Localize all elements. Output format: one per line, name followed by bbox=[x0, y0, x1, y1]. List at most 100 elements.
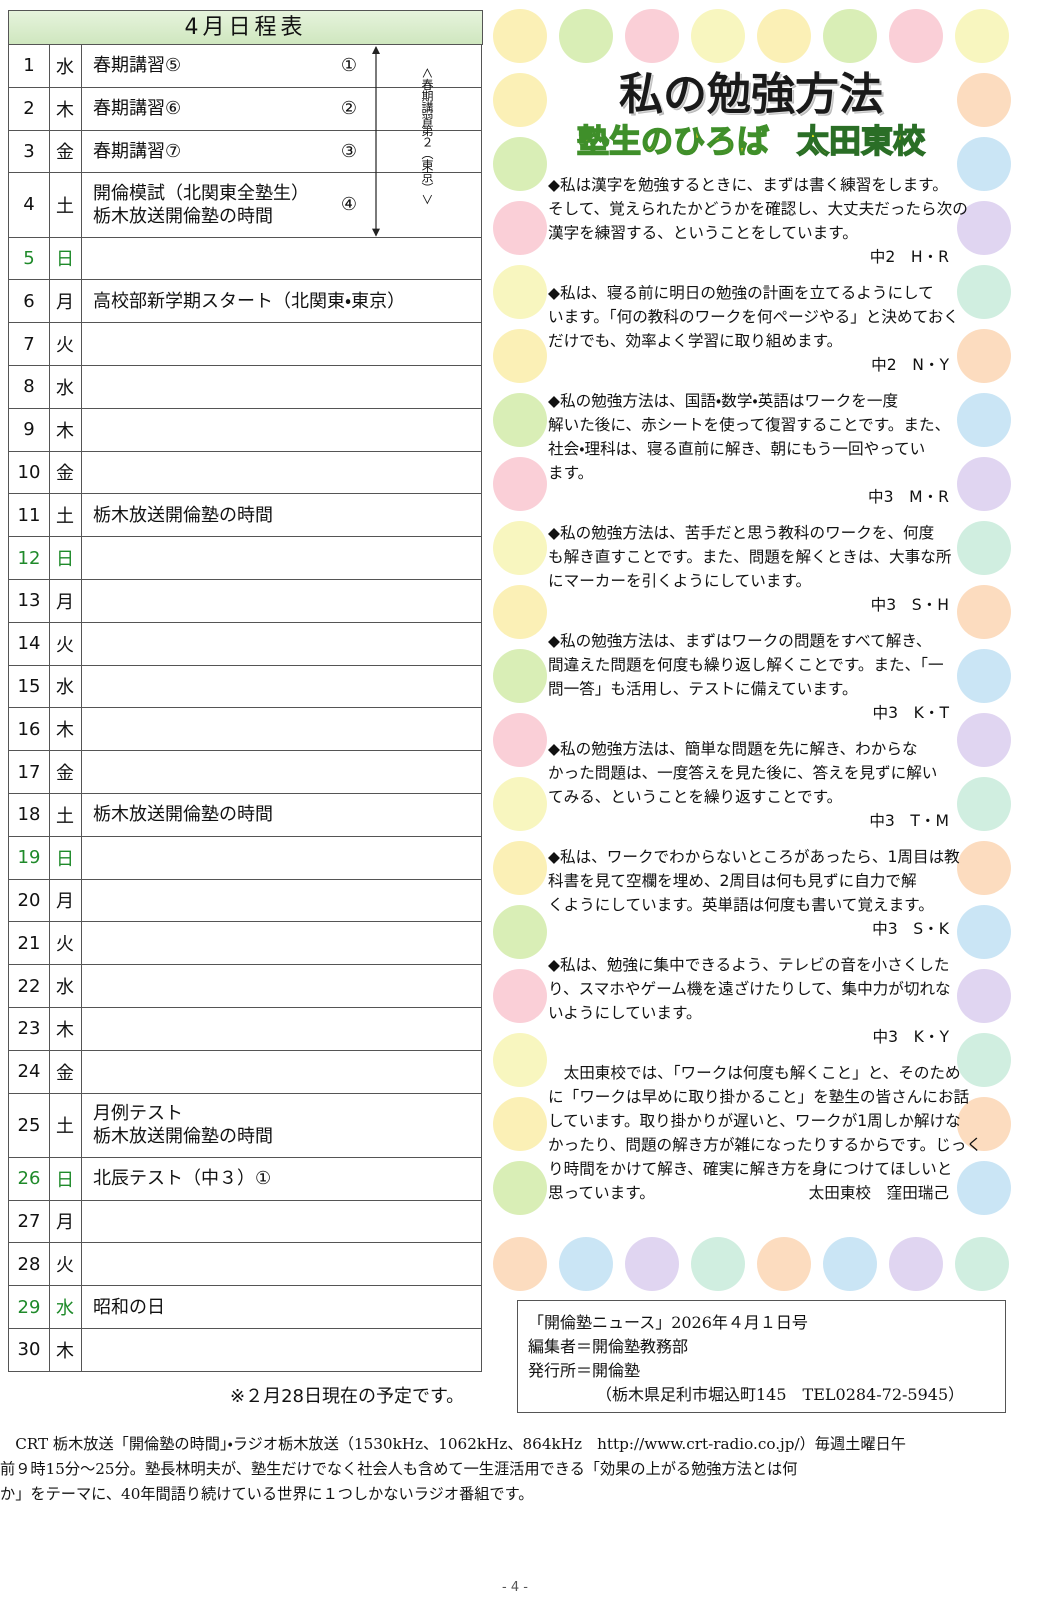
session-mark: ③ bbox=[340, 140, 358, 162]
colophon-line: 「開倫塾ニュース」2026年４月１日号 bbox=[528, 1313, 808, 1332]
entry-author: 中3 S・K bbox=[872, 920, 949, 938]
event: 開倫模試（北関東全塾生） bbox=[93, 182, 309, 204]
entry: ◆私の勉強方法は、苦手だと思う教科のワークを、何度 も解き直すことです。また、問題… bbox=[548, 521, 953, 617]
schedule-row: 26 日北辰テスト（中３）① bbox=[8, 1157, 482, 1201]
entry-line: ◆私の勉強方法は、簡単な問題を先に解き、わからな bbox=[548, 740, 918, 758]
deco-circle bbox=[493, 713, 547, 767]
schedule-row: 29 水昭和の日 bbox=[8, 1286, 482, 1329]
entry-author: 中2 H・R bbox=[869, 248, 949, 266]
deco-circle bbox=[957, 649, 1011, 703]
deco-circle bbox=[957, 713, 1011, 767]
deco-circle bbox=[957, 521, 1011, 575]
weekday: 火 bbox=[49, 622, 82, 665]
weekday: 土 bbox=[49, 494, 82, 537]
schedule-row: 12 日 bbox=[8, 537, 482, 580]
date: 23 bbox=[9, 1008, 50, 1050]
weekday: 水 bbox=[49, 665, 82, 708]
date: 1 bbox=[9, 45, 50, 87]
deco-circle bbox=[493, 9, 547, 63]
closing-line: に「ワークは早めに取り掛かること」を塾生の皆さんにお話 bbox=[548, 1088, 970, 1106]
entry-line: ◆私は、勉強に集中できるよう、テレビの音を小さくした bbox=[548, 956, 950, 974]
weekday: 火 bbox=[49, 1243, 82, 1286]
deco-circle bbox=[493, 585, 547, 639]
deco-circle bbox=[625, 1237, 679, 1291]
weekday: 月 bbox=[49, 879, 82, 922]
weekday: 水 bbox=[49, 45, 82, 87]
entry-line: ます。 bbox=[548, 464, 594, 482]
entry-author: 中3 M・R bbox=[868, 488, 949, 506]
date: 30 bbox=[9, 1329, 50, 1371]
entry-line: ◆私は、ワークでわからないところがあったら、1周目は教 bbox=[548, 848, 960, 866]
deco-circle bbox=[957, 457, 1011, 511]
schedule-row: 25 土月例テスト 栃木放送開倫塾の時間 bbox=[8, 1093, 482, 1158]
deco-circle bbox=[957, 201, 1011, 255]
event: 高校部新学期スタート（北関東・東京） bbox=[93, 290, 406, 312]
bracket-part bbox=[372, 228, 380, 237]
session-mark: ② bbox=[340, 98, 358, 120]
date: 27 bbox=[9, 1200, 50, 1243]
deco-circle bbox=[957, 969, 1011, 1023]
entry-line: ◆私の勉強方法は、国語・数学・英語はワークを一度 bbox=[548, 392, 899, 410]
entry-line: 科書を見て空欄を埋め、2周目は何も見ずに自力で解 bbox=[548, 872, 917, 890]
event: 栃木放送開倫塾の時間 bbox=[93, 504, 273, 526]
entry-line: くようにしています。英単語は何度も書いて覚えます。 bbox=[548, 896, 934, 914]
column-subtitle: 塾生のひろば bbox=[576, 121, 770, 161]
event: 春期講習⑥ bbox=[93, 98, 182, 120]
event: 栃木放送開倫塾の時間 bbox=[93, 804, 273, 826]
events: 栃木放送開倫塾の時間 bbox=[93, 794, 273, 836]
date: 16 bbox=[9, 708, 50, 751]
entry-line: かった問題は、一度答えを見た後に、答えを見ずに解い bbox=[548, 764, 938, 782]
date: 15 bbox=[9, 665, 50, 708]
events: 月例テスト 栃木放送開倫塾の時間 bbox=[93, 1094, 273, 1157]
date: 3 bbox=[9, 130, 50, 173]
deco-circle bbox=[625, 9, 679, 63]
schedule-row: 3 金春期講習⑦ ③ bbox=[8, 130, 482, 174]
event: 栃木放送開倫塾の時間 bbox=[93, 205, 273, 227]
entry-line: てみる、ということを繰り返すことです。 bbox=[548, 788, 843, 806]
date: 8 bbox=[9, 366, 50, 408]
weekday: 金 bbox=[49, 451, 82, 494]
deco-circle bbox=[493, 1033, 547, 1087]
colophon-line: 発行所＝開倫塾 bbox=[528, 1361, 641, 1380]
weekday: 土 bbox=[49, 794, 82, 836]
deco-circle bbox=[493, 201, 547, 255]
entry-line: 問一答」も活用し、テストに備えています。 bbox=[548, 680, 858, 698]
deco-circle bbox=[559, 1237, 613, 1291]
deco-circle bbox=[957, 1033, 1011, 1087]
schedule-row: 22 水 bbox=[8, 965, 482, 1008]
date: 22 bbox=[9, 965, 50, 1007]
weekday: 日 bbox=[49, 237, 82, 280]
deco-circle bbox=[691, 9, 745, 63]
schedule-row: 14 火 bbox=[8, 622, 482, 666]
deco-circle bbox=[493, 521, 547, 575]
footer-line: CRT 栃木放送「開倫塾の時間」・ラジオ栃木放送（1530kHz、1062kHz… bbox=[0, 1435, 906, 1453]
entries: ◆私は漢字を勉強するときに、まずは書く練習をします。 そして、覚えられたかどうかを… bbox=[548, 173, 982, 1205]
date: 28 bbox=[9, 1243, 50, 1286]
date: 29 bbox=[9, 1286, 50, 1328]
entry-line: にマーカーを引くようにしています。 bbox=[548, 572, 812, 590]
entry: ◆私の勉強方法は、まずはワークの問題をすべて解き、 間違えた問題を何度も繰り返し解… bbox=[548, 629, 953, 725]
footer-line: か」をテーマに、40年間語り続けている世界に１つしかないラジオ番組です。 bbox=[0, 1485, 534, 1503]
weekday: 土 bbox=[49, 1093, 82, 1157]
deco-circle bbox=[493, 841, 547, 895]
closing-line: 思っています。 bbox=[548, 1184, 655, 1202]
date: 10 bbox=[9, 451, 50, 494]
events: 北辰テスト（中３）① bbox=[93, 1158, 271, 1200]
weekday: 月 bbox=[49, 280, 82, 323]
weekday: 金 bbox=[49, 751, 82, 793]
schedule-row: 21 火 bbox=[8, 922, 482, 966]
weekday: 木 bbox=[49, 1329, 82, 1371]
date: 19 bbox=[9, 836, 50, 879]
colophon-line: （栃木県足利市堀込町145 TEL0284-72-5945） bbox=[596, 1385, 965, 1404]
schedule-row: 2 木春期講習⑥ ② bbox=[8, 87, 482, 131]
schedule-row: 16 木 bbox=[8, 708, 482, 752]
date: 5 bbox=[9, 237, 50, 280]
date: 6 bbox=[9, 280, 50, 323]
events: 春期講習⑤ bbox=[93, 45, 181, 87]
column-subtitle-row: 塾生のひろば 太田東校 bbox=[490, 116, 1012, 162]
date: 13 bbox=[9, 580, 50, 622]
event: 春期講習⑦ bbox=[93, 140, 182, 162]
